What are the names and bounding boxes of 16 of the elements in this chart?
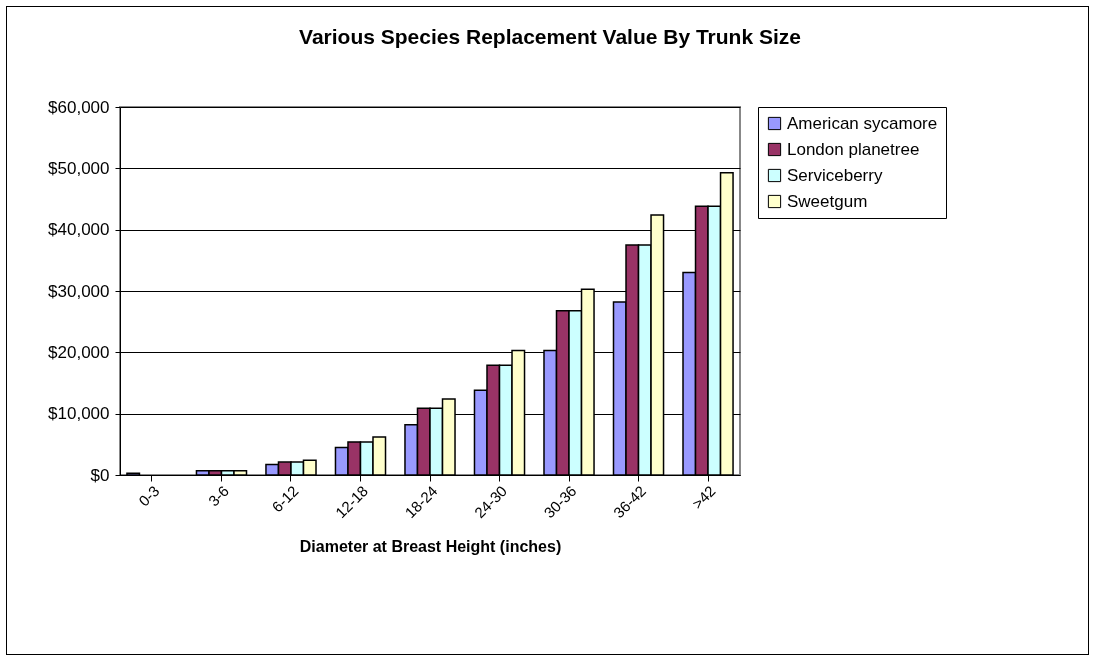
y-tick-label: $20,000 bbox=[48, 342, 110, 362]
y-tick-label: $10,000 bbox=[48, 404, 110, 424]
x-tick-label: 0-3 bbox=[135, 482, 163, 510]
legend-label: American sycamore bbox=[787, 113, 938, 133]
legend-label: Sweetgum bbox=[787, 191, 868, 211]
x-axis-title: Diameter at Breast Height (inches) bbox=[299, 538, 562, 556]
chart-title: Various Species Replacement Value By Trunk Size bbox=[299, 25, 801, 48]
x-tick-label: 3-6 bbox=[204, 482, 233, 510]
y-tick-label: $50,000 bbox=[48, 158, 110, 178]
x-tick-label: >42 bbox=[688, 482, 719, 513]
y-tick-label: $0 bbox=[90, 465, 110, 485]
y-tick-label: $30,000 bbox=[48, 281, 110, 301]
legend-label: London planetree bbox=[787, 139, 920, 159]
legend-label: Serviceberry bbox=[787, 165, 883, 185]
y-tick-label: $40,000 bbox=[48, 220, 110, 240]
y-tick-label: $60,000 bbox=[48, 97, 110, 117]
